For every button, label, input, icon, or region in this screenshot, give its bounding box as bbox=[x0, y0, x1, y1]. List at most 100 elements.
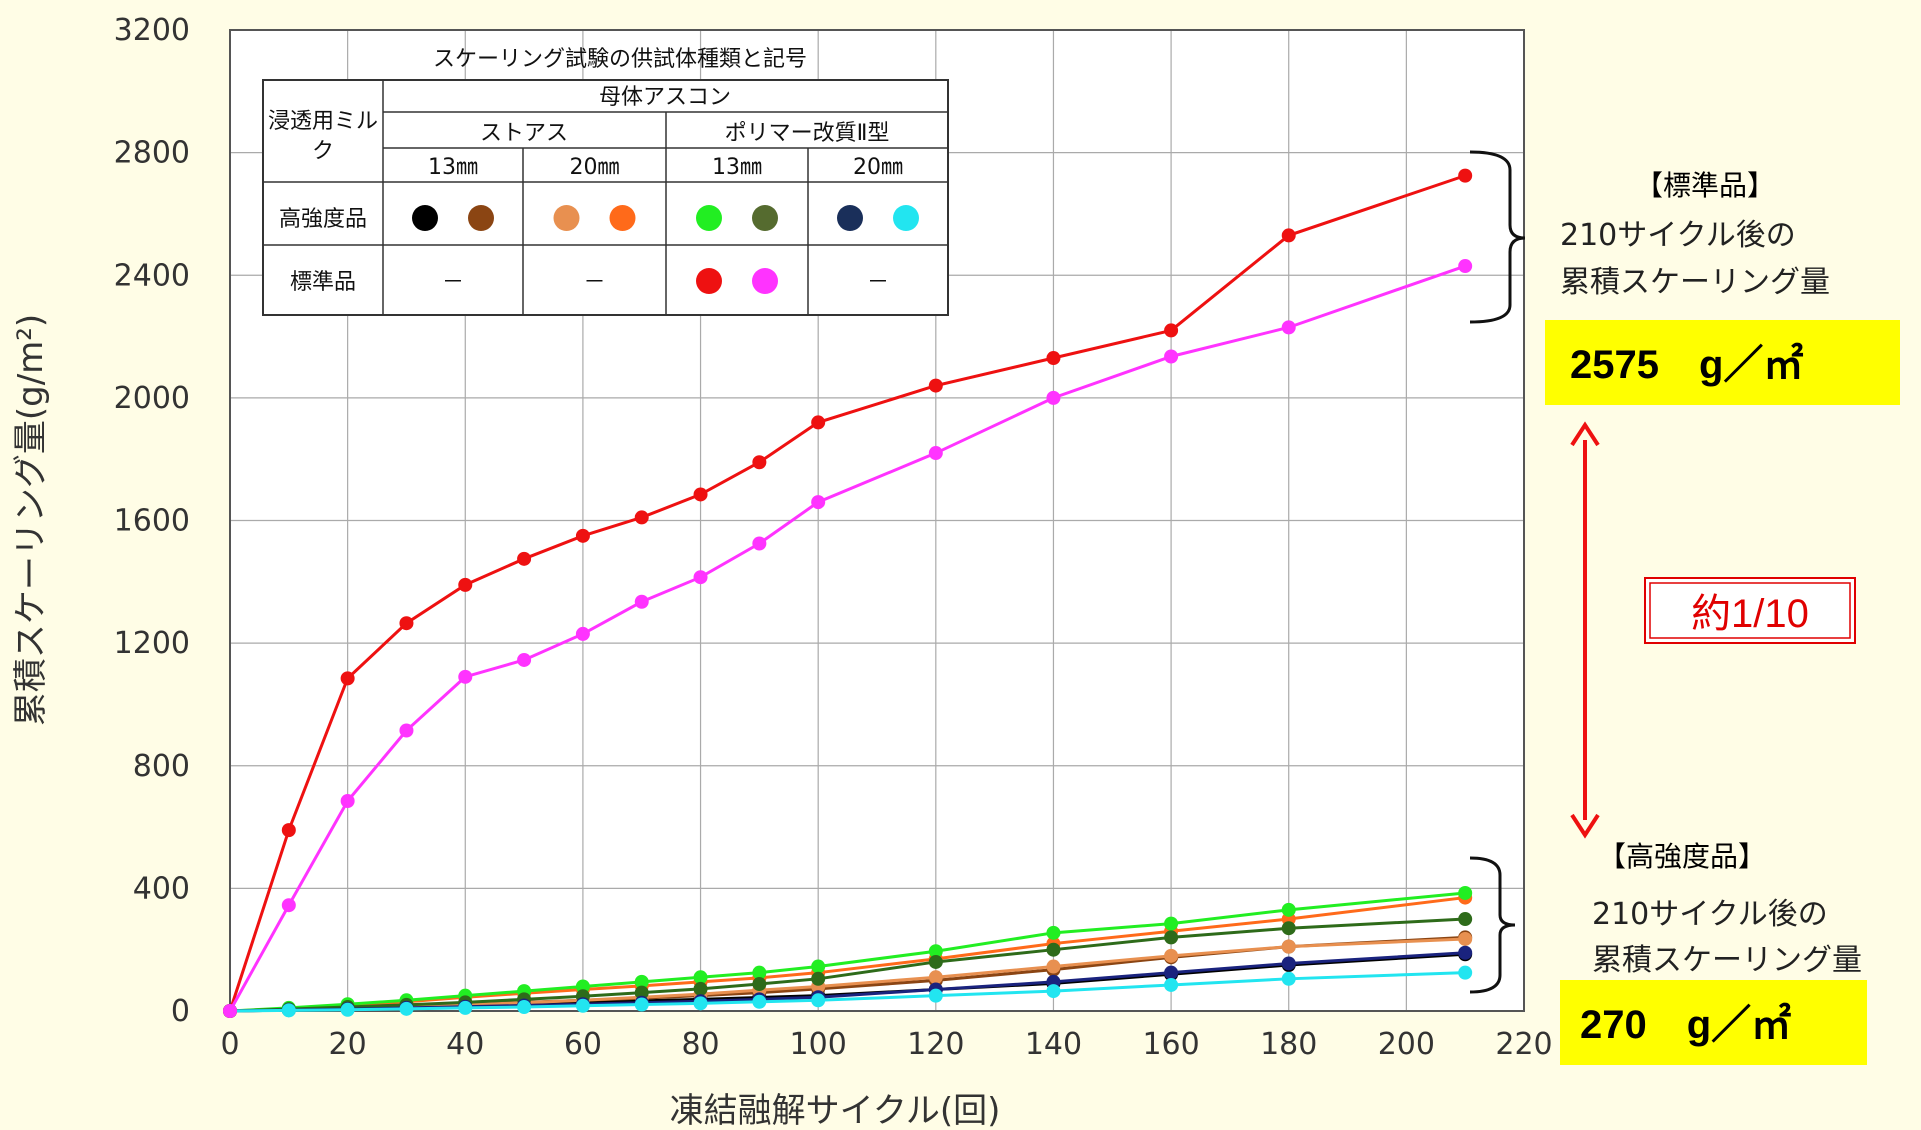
data-point bbox=[693, 570, 708, 585]
high-value-box bbox=[1560, 980, 1867, 1065]
data-point bbox=[1281, 956, 1296, 971]
data-point bbox=[1164, 323, 1179, 338]
data-point bbox=[693, 981, 708, 996]
legend-marker bbox=[837, 205, 863, 231]
y-tick-labels: 0 400 800 1200 1600 2000 2400 2800 3200 bbox=[114, 13, 190, 1029]
legend-marker bbox=[696, 205, 722, 231]
data-point bbox=[575, 528, 590, 543]
series-10 bbox=[223, 259, 1473, 1018]
data-point bbox=[575, 626, 590, 641]
legend-parent-header: 母体アスコン bbox=[599, 85, 731, 110]
data-point bbox=[458, 669, 473, 684]
data-point bbox=[693, 996, 708, 1011]
data-point bbox=[752, 977, 767, 992]
data-point bbox=[399, 616, 414, 631]
x-tick-label: 220 bbox=[1495, 1027, 1552, 1062]
data-point bbox=[811, 959, 826, 974]
legend-box bbox=[262, 79, 949, 316]
data-point bbox=[399, 723, 414, 738]
series-line bbox=[229, 971, 1466, 1013]
data-point bbox=[1458, 912, 1473, 927]
data-point bbox=[1458, 168, 1473, 183]
data-point bbox=[928, 446, 943, 461]
series-8 bbox=[223, 965, 1473, 1018]
legend-marker bbox=[553, 205, 580, 231]
data-point bbox=[928, 944, 943, 959]
legend-marker bbox=[752, 205, 778, 231]
x-tick-label: 40 bbox=[446, 1027, 484, 1062]
standard-line2: 累積スケーリング量 bbox=[1560, 265, 1830, 300]
y-tick-label: 1600 bbox=[114, 504, 190, 539]
data-point bbox=[281, 823, 296, 838]
x-tick-label: 140 bbox=[1025, 1027, 1082, 1062]
data-point bbox=[928, 954, 943, 969]
data-point bbox=[1458, 931, 1473, 946]
data-point bbox=[223, 1004, 237, 1018]
y-tick-label: 800 bbox=[133, 749, 190, 784]
series-line bbox=[228, 264, 1466, 1012]
data-point bbox=[1164, 916, 1179, 931]
data-point bbox=[1164, 948, 1179, 963]
data-point bbox=[1281, 902, 1296, 917]
series-line bbox=[229, 917, 1466, 1013]
high-annotation: 【高強度品】 210サイクル後の 累積スケーリング量 270 g／㎡ bbox=[1469, 840, 1867, 1065]
data-point bbox=[752, 965, 767, 980]
data-point bbox=[281, 1003, 296, 1018]
axes-frame bbox=[229, 29, 1525, 1012]
y-tick-label: 2800 bbox=[114, 136, 190, 171]
legend-size-header: 20㎜ bbox=[853, 155, 903, 180]
legend-marker bbox=[696, 268, 722, 294]
y-tick-label: 1200 bbox=[114, 626, 190, 661]
data-point bbox=[1164, 349, 1179, 364]
standard-line1: 210サイクル後の bbox=[1560, 218, 1796, 253]
legend-size-header: 20㎜ bbox=[570, 155, 620, 180]
data-point bbox=[752, 994, 767, 1009]
ratio-arrow-head-down bbox=[1570, 813, 1600, 839]
data-point bbox=[811, 993, 826, 1008]
y-tick-label: 2400 bbox=[114, 258, 190, 293]
x-tick-label: 200 bbox=[1378, 1027, 1435, 1062]
data-point bbox=[458, 577, 473, 592]
y-tick-label: 3200 bbox=[114, 13, 190, 48]
legend-row-header: 浸透用ミル bbox=[268, 109, 378, 134]
data-point bbox=[340, 1002, 355, 1017]
data-point bbox=[1281, 228, 1296, 243]
x-tick-label: 120 bbox=[907, 1027, 964, 1062]
legend-row-label: 高強度品 bbox=[279, 207, 367, 232]
legend-title: スケーリング試験の供試体種類と記号 bbox=[433, 47, 807, 72]
data-point bbox=[634, 974, 649, 989]
data-point bbox=[693, 487, 708, 502]
data-point bbox=[1281, 939, 1296, 954]
legend-row-header: ク bbox=[312, 139, 334, 164]
legend-row-label: 標準品 bbox=[290, 270, 356, 295]
data-point bbox=[634, 594, 649, 609]
data-point bbox=[811, 495, 826, 510]
high-brace bbox=[1469, 856, 1516, 994]
data-point bbox=[1281, 921, 1296, 936]
standard-value: 2575 g／㎡ bbox=[1570, 342, 1803, 387]
data-point bbox=[517, 551, 532, 566]
data-point bbox=[811, 971, 826, 986]
series-6 bbox=[223, 912, 1473, 1018]
x-tick-label: 100 bbox=[790, 1027, 847, 1062]
high-heading: 【高強度品】 bbox=[1598, 840, 1766, 873]
data-point bbox=[634, 510, 649, 525]
data-point bbox=[1458, 965, 1473, 980]
x-tick-label: 0 bbox=[220, 1027, 239, 1062]
data-point bbox=[928, 988, 943, 1003]
data-point bbox=[1046, 984, 1061, 999]
legend-size-header: 13㎜ bbox=[428, 155, 478, 180]
data-point bbox=[517, 1000, 532, 1015]
data-point bbox=[340, 794, 355, 809]
ratio-annotation: 約1/10 bbox=[1570, 421, 1856, 839]
data-point bbox=[575, 979, 590, 994]
x-tick-label: 160 bbox=[1142, 1027, 1199, 1062]
data-point bbox=[1458, 885, 1473, 900]
legend-group-header: ストアス bbox=[480, 121, 568, 146]
legend-size-header: 13㎜ bbox=[712, 155, 762, 180]
x-tick-label: 80 bbox=[681, 1027, 719, 1062]
data-point bbox=[1164, 930, 1179, 945]
data-point bbox=[693, 970, 708, 985]
